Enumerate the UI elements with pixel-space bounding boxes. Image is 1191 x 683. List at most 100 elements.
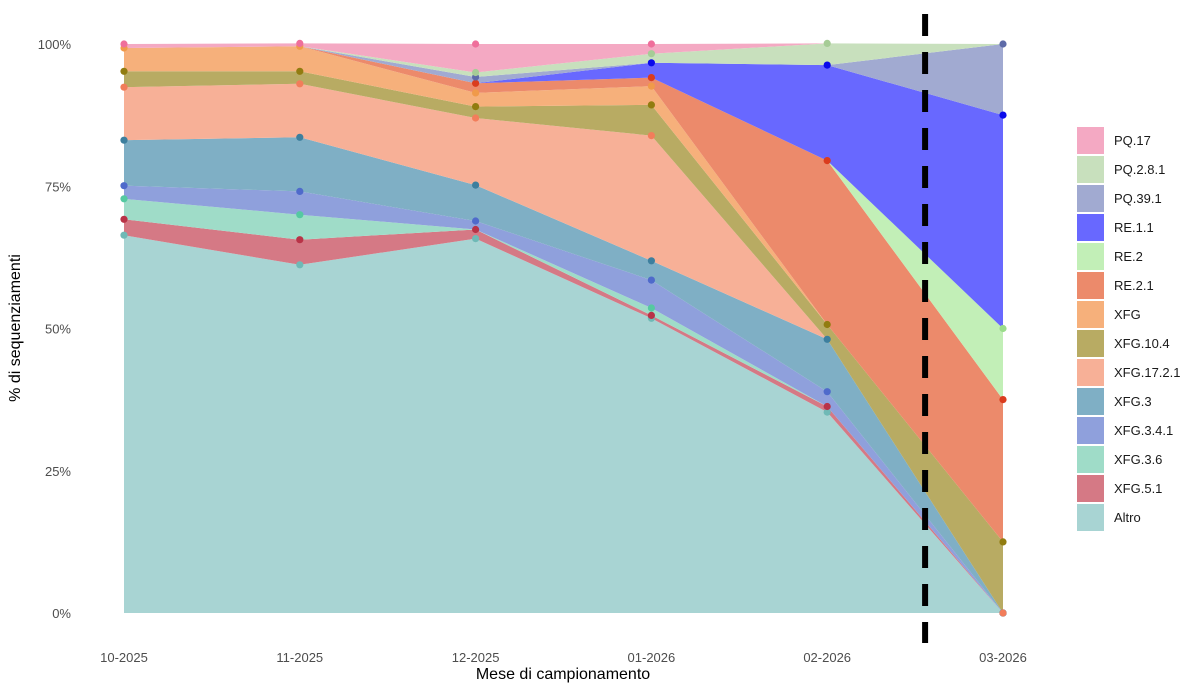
point-pq-17-11-2025 bbox=[296, 39, 304, 48]
point-re-1-1-02-2026 bbox=[823, 61, 831, 69]
point-xfg-10-4-10-2025 bbox=[120, 67, 128, 75]
point-re-1-1-01-2026 bbox=[647, 59, 656, 67]
legend-key-altro bbox=[1077, 504, 1104, 531]
point-xfg-5-1-11-2025 bbox=[296, 236, 304, 244]
point-re-2-1-01-2026 bbox=[647, 74, 656, 82]
point-xfg-3-10-2025 bbox=[120, 136, 128, 144]
legend-label: XFG.5.1 bbox=[1114, 481, 1162, 496]
point-xfg-10-4-03-2026 bbox=[999, 538, 1007, 546]
area-xfg-3-4-1 bbox=[124, 185, 1003, 613]
point-xfg-3-4-1-11-2025 bbox=[296, 187, 304, 195]
point-re-2-1-03-2026 bbox=[999, 396, 1007, 404]
point-re-2-1-02-2026 bbox=[823, 157, 831, 165]
point-xfg-3-11-2025 bbox=[296, 133, 304, 141]
point-pq-39-1-03-2026 bbox=[999, 40, 1007, 48]
legend-label: RE.2 bbox=[1114, 249, 1143, 264]
legend-key-re-1-1 bbox=[1077, 214, 1104, 241]
area-xfg-17-2-1 bbox=[124, 83, 1003, 614]
point-pq-2-8-1-12-2025 bbox=[472, 68, 480, 77]
x-tick-label: 01-2026 bbox=[628, 650, 676, 665]
legend-key-re-2 bbox=[1077, 243, 1104, 270]
x-tick-label: 10-2025 bbox=[100, 650, 148, 665]
legend-label: RE.2.1 bbox=[1114, 278, 1154, 293]
point-xfg-3-6-01-2026 bbox=[647, 304, 656, 312]
y-axis-title: % di sequenziamenti bbox=[7, 254, 24, 402]
point-xfg-3-12-2025 bbox=[472, 181, 480, 189]
legend-label: PQ.17 bbox=[1114, 133, 1151, 148]
point-pq-17-01-2026 bbox=[647, 40, 656, 48]
point-xfg-10-4-02-2026 bbox=[823, 320, 831, 329]
point-pq-17-10-2025 bbox=[120, 40, 128, 48]
legend-key-xfg-10-4 bbox=[1077, 330, 1104, 357]
y-tick-label: 100% bbox=[38, 37, 72, 52]
x-tick-label: 02-2026 bbox=[803, 650, 851, 665]
point-altro-11-2025 bbox=[296, 261, 304, 269]
data-points bbox=[120, 39, 1007, 617]
point-xfg-17-2-1-10-2025 bbox=[120, 83, 128, 91]
legend-key-xfg-5-1 bbox=[1077, 475, 1104, 502]
legend-key-pq-2-8-1 bbox=[1077, 156, 1104, 183]
point-xfg-10-4-01-2026 bbox=[647, 101, 656, 109]
legend-label: PQ.39.1 bbox=[1114, 191, 1162, 206]
legend-label: XFG.3 bbox=[1114, 394, 1152, 409]
area-pq-2-8-1 bbox=[124, 43, 1003, 77]
legend-label: PQ.2.8.1 bbox=[1114, 162, 1165, 177]
legend-label: XFG.17.2.1 bbox=[1114, 365, 1180, 380]
y-tick-label: 0% bbox=[52, 606, 71, 621]
x-tick-label: 12-2025 bbox=[452, 650, 500, 665]
point-pq-2-8-1-01-2026 bbox=[647, 50, 656, 58]
y-tick-label: 25% bbox=[45, 464, 71, 479]
point-xfg-3-4-1-02-2026 bbox=[823, 388, 831, 396]
legend: PQ.17 PQ.2.8.1 PQ.39.1 RE.1.1 RE.2 RE.2.1 XFG X… bbox=[1077, 127, 1180, 531]
point-xfg-3-4-1-10-2025 bbox=[120, 182, 128, 190]
area-re-1-1 bbox=[124, 46, 1003, 329]
legend-key-xfg-17-2-1 bbox=[1077, 359, 1104, 386]
point-pq-17-12-2025 bbox=[472, 40, 480, 48]
y-tick-label: 75% bbox=[45, 179, 71, 194]
point-xfg-17-2-1-01-2026 bbox=[647, 132, 656, 140]
point-xfg-3-4-1-01-2026 bbox=[647, 276, 656, 284]
legend-key-pq-17 bbox=[1077, 127, 1104, 154]
area-re-2-1 bbox=[124, 46, 1003, 542]
point-xfg-5-1-10-2025 bbox=[120, 215, 128, 223]
point-xfg-5-1-02-2026 bbox=[823, 402, 831, 411]
legend-key-xfg-3-6 bbox=[1077, 446, 1104, 473]
point-xfg-10-4-11-2025 bbox=[296, 67, 304, 75]
point-altro-10-2025 bbox=[120, 231, 128, 239]
legend-label: RE.1.1 bbox=[1114, 220, 1154, 235]
point-re-1-1-03-2026 bbox=[999, 111, 1007, 119]
point-xfg-17-2-1-12-2025 bbox=[472, 114, 480, 122]
point-re-2-1-12-2025 bbox=[472, 79, 480, 87]
point-xfg-17-2-1-03-2026 bbox=[999, 609, 1007, 617]
area-pq-17 bbox=[124, 43, 1003, 73]
area-xfg-3 bbox=[124, 137, 1003, 614]
y-tick-label: 50% bbox=[45, 322, 71, 337]
point-xfg-5-1-12-2025 bbox=[472, 225, 480, 234]
legend-label: XFG.3.6 bbox=[1114, 452, 1162, 467]
legend-key-re-2-1 bbox=[1077, 272, 1104, 299]
legend-label: XFG bbox=[1114, 307, 1141, 322]
point-xfg-3-4-1-12-2025 bbox=[472, 217, 480, 225]
legend-key-xfg-3-4-1 bbox=[1077, 417, 1104, 444]
point-xfg-17-2-1-11-2025 bbox=[296, 80, 304, 88]
point-xfg-12-2025 bbox=[472, 89, 480, 97]
point-xfg-3-6-10-2025 bbox=[120, 195, 128, 203]
point-altro-12-2025 bbox=[472, 235, 480, 243]
legend-key-xfg-3 bbox=[1077, 388, 1104, 415]
legend-label: Altro bbox=[1114, 510, 1141, 525]
x-tick-label: 11-2025 bbox=[276, 650, 323, 665]
y-axis-ticks: 0% 25% 50% 75% 100% bbox=[38, 37, 72, 621]
x-axis-ticks: 10-2025 11-2025 12-2025 01-2026 02-2026 03-20… bbox=[100, 650, 1027, 665]
x-tick-label: 03-2026 bbox=[979, 650, 1027, 665]
point-altro-02-2026 bbox=[823, 408, 831, 416]
legend-key-pq-39-1 bbox=[1077, 185, 1104, 212]
point-xfg-3-01-2026 bbox=[647, 257, 656, 265]
legend-label: XFG.10.4 bbox=[1114, 336, 1170, 351]
point-xfg-10-4-12-2025 bbox=[472, 103, 480, 111]
area-altro bbox=[124, 235, 1003, 613]
point-pq-2-8-1-02-2026 bbox=[823, 39, 831, 48]
point-xfg-5-1-01-2026 bbox=[647, 311, 656, 319]
point-xfg-3-6-11-2025 bbox=[296, 211, 304, 219]
point-xfg-3-02-2026 bbox=[823, 335, 831, 343]
